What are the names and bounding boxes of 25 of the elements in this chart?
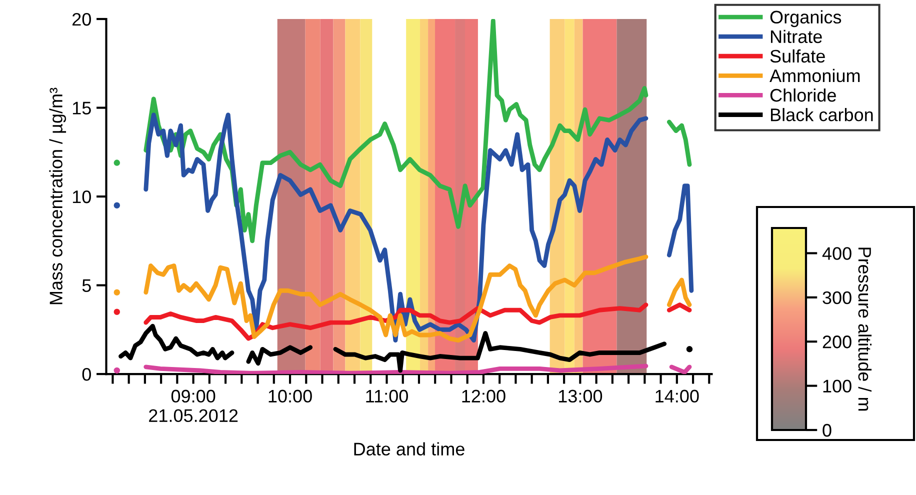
y-tick-label: 20 bbox=[72, 12, 91, 26]
y-tick-label: 10 bbox=[72, 190, 91, 204]
y-tick-label: 15 bbox=[72, 102, 91, 114]
legend-label: Sulfate bbox=[770, 49, 825, 63]
legend-label: Black carbon bbox=[770, 108, 873, 122]
color-bar-label: 300 bbox=[822, 291, 852, 304]
legend-label: Organics bbox=[770, 10, 842, 28]
x-axis-title: Date and time bbox=[354, 442, 464, 456]
legend-label: Chloride bbox=[770, 88, 836, 102]
x-tick-label: 14:00 bbox=[656, 390, 699, 403]
x-tick-label: 09:00 21.05.2012 bbox=[149, 390, 238, 422]
y-tick-label: 0 bbox=[82, 368, 91, 381]
y-tick-label: 5 bbox=[82, 279, 91, 292]
color-bar-label: 0 bbox=[822, 424, 832, 437]
legend-label: Ammonium bbox=[770, 68, 860, 82]
color-bar-label: 400 bbox=[822, 247, 852, 260]
x-tick-label: 12:00 bbox=[462, 390, 506, 403]
color-bar-title: Pressure altitude / m bbox=[858, 248, 872, 411]
x-tick-label: 13:00 bbox=[558, 390, 602, 403]
x-tick-label: 11:00 bbox=[366, 390, 408, 403]
color-bar-label: 200 bbox=[822, 336, 852, 348]
color-bar-label: 100 bbox=[823, 380, 852, 393]
x-tick-label: 10:00 bbox=[268, 390, 312, 403]
y-axis-title: Mass concentration / µg/m³ bbox=[49, 88, 66, 304]
legend-label: Nitrate bbox=[770, 30, 822, 44]
